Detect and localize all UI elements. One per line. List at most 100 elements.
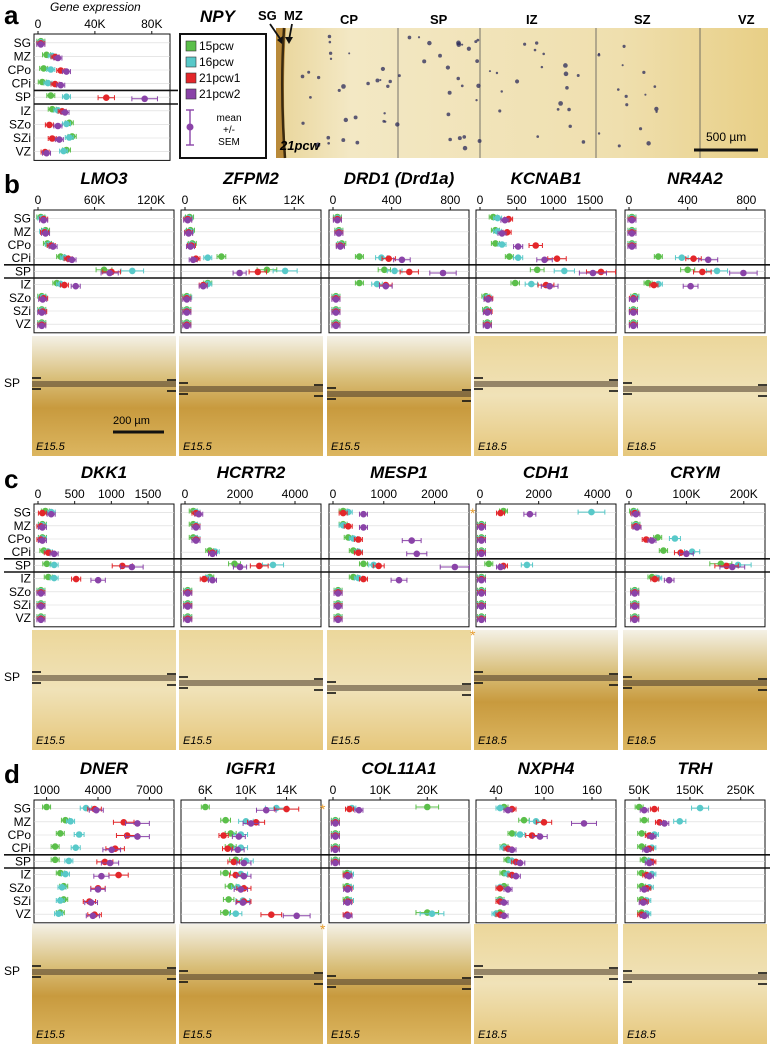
expression-band-dkk1	[32, 675, 176, 681]
point-zfpm2-3-1	[204, 254, 212, 261]
point-nxph4-6-3	[504, 886, 512, 893]
point-nxph4-2-3	[536, 833, 544, 840]
point-zfpm2-7-3	[183, 309, 191, 316]
point-igfr1-5-0	[222, 869, 229, 877]
tick-label-col11a1-0: 0	[330, 783, 337, 797]
stain-dot	[536, 135, 540, 138]
sp-label: SP	[4, 964, 20, 978]
stain-dot	[653, 85, 657, 88]
age-label-dner: E15.5	[36, 1029, 66, 1041]
point-col11a1-1-3	[332, 820, 339, 827]
point-nxph4-2-0	[508, 830, 516, 837]
age-label-mesp1: E15.5	[331, 735, 361, 747]
stain-dot	[422, 59, 427, 64]
point-nr4a2-2-3	[628, 243, 636, 250]
layer-label-cpo: CPo	[8, 238, 32, 252]
point-igfr1-8-0	[222, 909, 229, 916]
point-cdh1-4-1	[523, 561, 531, 569]
point-dner-2-1	[75, 831, 83, 838]
layer-label-szo: SZo	[9, 117, 31, 131]
point-cdh1-4-0	[485, 560, 493, 568]
point-drd1-drd1a-2-3	[337, 243, 344, 250]
stain-dot	[558, 101, 563, 106]
legend-label-21pcw1: 21pcw1	[199, 71, 241, 85]
point-nxph4-0-1	[496, 804, 504, 812]
tissue-image-hcrtr2	[179, 630, 323, 750]
stain-dot	[616, 88, 620, 91]
age-label-lmo3: E15.5	[36, 441, 66, 453]
stain-dot	[397, 74, 401, 78]
legend-swatch-21pcw2	[185, 88, 197, 100]
point-trh-8-3	[640, 912, 648, 920]
point-mesp1-3-3	[413, 550, 421, 558]
gene-title-lmo3: LMO3	[80, 169, 128, 188]
stain-dot	[300, 74, 305, 79]
point-drd1-drd1a-8-3	[332, 322, 340, 330]
point-drd1-drd1a-3-1	[378, 254, 385, 261]
point-cdh1-1-3	[478, 524, 485, 531]
point-dner-3-3	[108, 846, 116, 854]
point-npy-7-3	[56, 136, 63, 143]
age-label-nxph4: E18.5	[478, 1029, 508, 1041]
point-dner-7-1	[56, 897, 64, 904]
point-kcnab1-4-1	[561, 267, 568, 275]
layer-label-iz: IZ	[20, 278, 31, 292]
tick-label-dkk1-1: 500	[65, 487, 85, 501]
point-col11a1-8-3	[344, 912, 352, 920]
gene-title-nr4a2: NR4A2	[667, 169, 723, 188]
stain-dot	[348, 52, 351, 55]
tick-label-nr4a2-1: 400	[678, 193, 698, 207]
stain-dot	[642, 70, 646, 74]
layer-label-sg: SG	[14, 212, 31, 226]
point-dner-4-3	[106, 859, 114, 867]
point-dner-5-3	[98, 872, 105, 880]
stain-dot	[597, 132, 601, 135]
point-crym-2-3	[648, 537, 656, 544]
point-hcrtr2-0-3	[195, 510, 203, 518]
stain-dot	[462, 135, 467, 139]
stain-dot	[563, 71, 569, 77]
point-hcrtr2-4-3	[236, 563, 244, 571]
tick-label-dner-2: 7000	[136, 783, 163, 797]
point-mesp1-1-1	[339, 522, 347, 529]
expression-band-drd1-drd1a	[327, 391, 471, 397]
point-mesp1-0-1	[344, 508, 352, 516]
point-lmo3-7-3	[38, 309, 46, 316]
point-drd1-drd1a-5-1	[373, 280, 381, 288]
stain-dot	[621, 64, 624, 67]
legend-sem-line3: SEM	[218, 137, 240, 148]
point-nxph4-3-3	[508, 846, 516, 854]
point-col11a1-3-3	[332, 846, 339, 854]
stain-dot	[353, 115, 358, 120]
tick-label-crym-2: 200K	[730, 487, 758, 501]
point-trh-3-0	[638, 843, 645, 850]
age-label-trh: E18.5	[627, 1029, 657, 1041]
point-trh-1-3	[661, 820, 668, 827]
point-npy-3-3	[57, 81, 65, 89]
layer-label-cpi: CPi	[12, 841, 31, 855]
tick-label-nr4a2-2: 800	[736, 193, 756, 207]
point-lmo3-4-3	[106, 269, 113, 277]
stain-dot	[462, 145, 468, 151]
tick-label-nr4a2-0: 0	[626, 193, 633, 207]
point-dner-2-0	[56, 830, 64, 837]
point-trh-5-3	[646, 872, 653, 880]
point-igfr1-3-2	[224, 845, 231, 852]
layer-label-szo: SZo	[9, 585, 31, 599]
layer-label-iz: IZ	[20, 104, 31, 118]
point-igfr1-0-0	[202, 803, 209, 811]
point-drd1-drd1a-4-3	[439, 269, 447, 277]
point-drd1-drd1a-4-1	[391, 267, 398, 275]
stain-dot	[654, 106, 659, 112]
point-cdh1-6-3	[478, 590, 485, 597]
point-nr4a2-4-3	[740, 269, 747, 277]
stain-dot	[446, 112, 451, 117]
layer-label-cpo: CPo	[8, 828, 32, 842]
layer-label-mz: MZ	[14, 225, 31, 239]
stain-dot	[341, 138, 346, 143]
gene-title-kcnab1: KCNAB1	[511, 169, 582, 188]
point-dner-5-1	[62, 870, 69, 878]
point-drd1-drd1a-3-3	[398, 256, 406, 264]
tick-label-cdh1-0: 0	[477, 487, 484, 501]
